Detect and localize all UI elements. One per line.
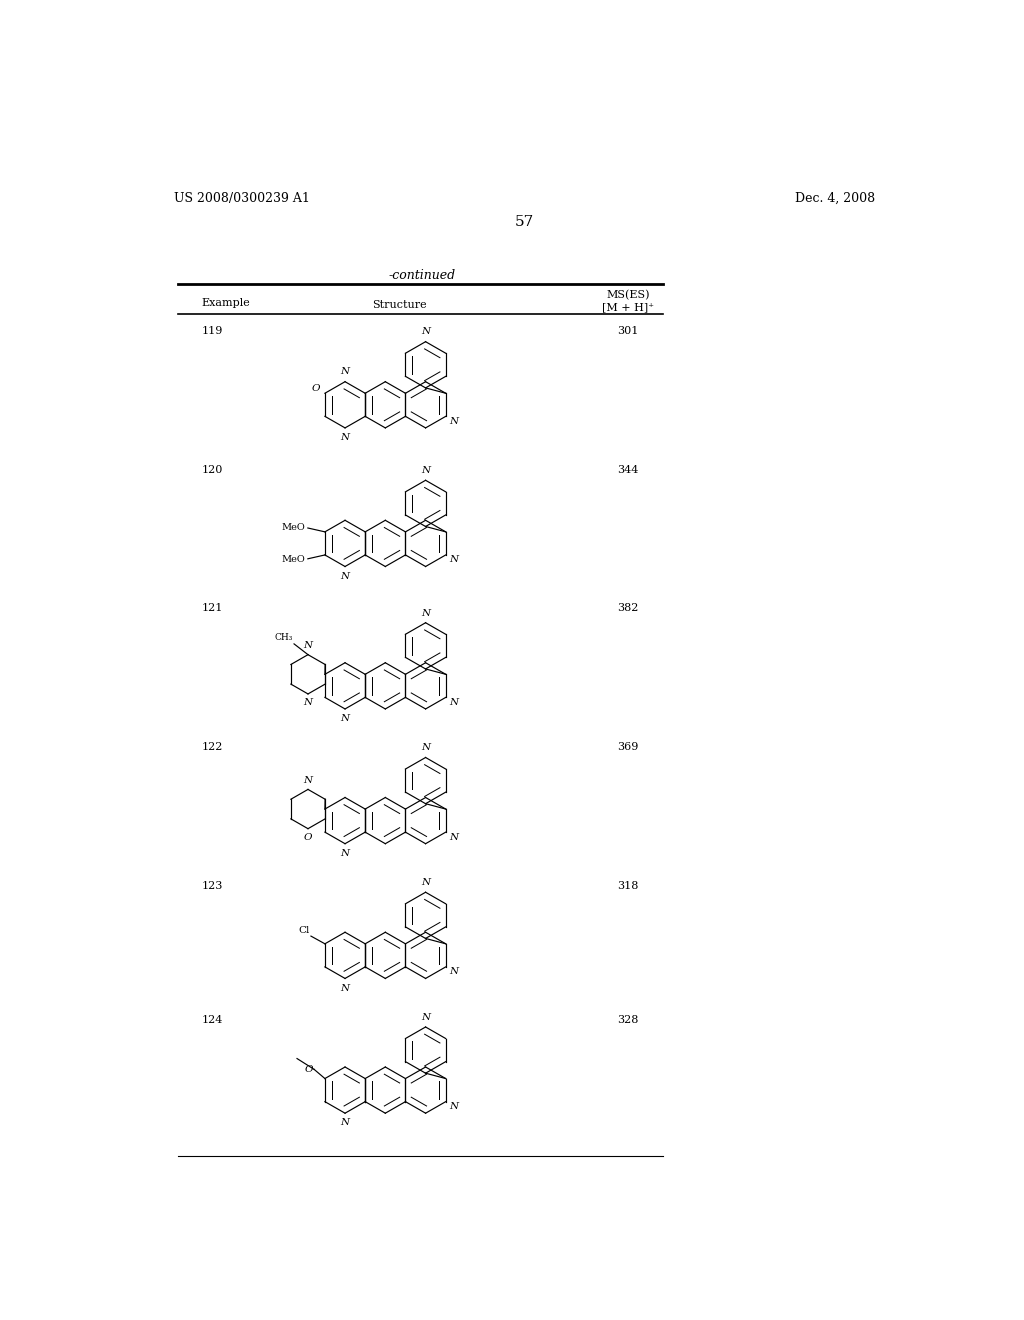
- Text: [M + H]⁺: [M + H]⁺: [602, 302, 654, 312]
- Text: 124: 124: [202, 1015, 223, 1026]
- Text: N: N: [303, 642, 312, 651]
- Text: N: N: [450, 698, 459, 706]
- Text: 344: 344: [617, 465, 639, 475]
- Text: 122: 122: [202, 742, 223, 752]
- Text: 382: 382: [617, 603, 639, 614]
- Text: O: O: [305, 1065, 313, 1073]
- Text: N: N: [341, 1118, 349, 1127]
- Text: 318: 318: [617, 880, 639, 891]
- Text: N: N: [450, 417, 459, 426]
- Text: N: N: [450, 1102, 459, 1111]
- Text: 301: 301: [617, 326, 639, 337]
- Text: 121: 121: [202, 603, 223, 614]
- Text: N: N: [450, 968, 459, 977]
- Text: N: N: [341, 714, 349, 723]
- Text: 369: 369: [617, 742, 639, 752]
- Text: N: N: [450, 556, 459, 565]
- Text: O: O: [311, 384, 321, 392]
- Text: Example: Example: [202, 298, 251, 308]
- Text: N: N: [341, 367, 349, 376]
- Text: N: N: [341, 849, 349, 858]
- Text: MeO: MeO: [282, 523, 305, 532]
- Text: O: O: [304, 833, 312, 842]
- Text: 120: 120: [202, 465, 223, 475]
- Text: N: N: [421, 878, 430, 887]
- Text: Cl: Cl: [298, 925, 309, 935]
- Text: N: N: [303, 698, 312, 708]
- Text: N: N: [341, 572, 349, 581]
- Text: N: N: [341, 983, 349, 993]
- Text: 119: 119: [202, 326, 223, 337]
- Text: -continued: -continued: [389, 269, 456, 282]
- Text: N: N: [421, 466, 430, 475]
- Text: N: N: [421, 743, 430, 752]
- Text: US 2008/0300239 A1: US 2008/0300239 A1: [174, 191, 310, 205]
- Text: N: N: [421, 1012, 430, 1022]
- Text: N: N: [303, 776, 312, 785]
- Text: 57: 57: [515, 215, 535, 228]
- Text: N: N: [341, 433, 349, 442]
- Text: N: N: [450, 833, 459, 842]
- Text: 123: 123: [202, 880, 223, 891]
- Text: N: N: [421, 327, 430, 337]
- Text: MS(ES): MS(ES): [606, 290, 649, 301]
- Text: CH₃: CH₃: [274, 634, 293, 643]
- Text: Structure: Structure: [372, 301, 427, 310]
- Text: MeO: MeO: [282, 556, 305, 564]
- Text: N: N: [421, 609, 430, 618]
- Text: Dec. 4, 2008: Dec. 4, 2008: [795, 191, 876, 205]
- Text: 328: 328: [617, 1015, 639, 1026]
